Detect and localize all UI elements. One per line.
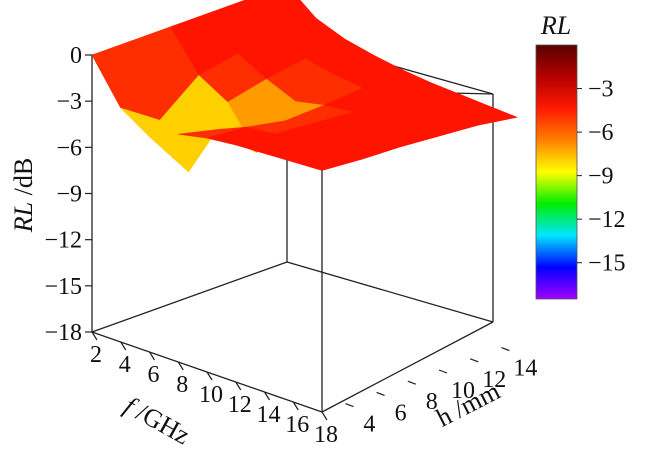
x-tick-mark: [235, 381, 242, 391]
surface-patch: [292, 150, 362, 171]
y-tick-mark: [407, 380, 417, 385]
x-tick-label: 18: [314, 422, 338, 448]
z-tick-label: −12: [44, 228, 82, 254]
x-tick-label: 14: [257, 402, 281, 428]
z-tick-label: −15: [44, 274, 82, 300]
y-tick-label: 10: [451, 378, 475, 404]
x-tick-mark: [263, 391, 271, 401]
z-axis-label: RL /dB: [9, 158, 38, 233]
x-tick-label: 4: [119, 352, 131, 378]
y-tick-label: 6: [395, 400, 407, 426]
y-tick-label: 12: [482, 367, 506, 393]
x-tick-mark: [321, 411, 328, 421]
z-axis-ticks: 0 −3 −6 −9 −12 −15 −18: [44, 43, 92, 346]
colorbar-gradient: [535, 44, 578, 300]
x-tick-mark: [148, 351, 156, 361]
y-tick-mark: [501, 347, 510, 352]
colorbar-tick-label: −6: [588, 120, 614, 146]
x-axis-ticks: 2 4 6 8 10 12 14 16 18: [90, 331, 338, 448]
rl-surface: [91, 0, 518, 173]
colorbar-tick-label: −15: [588, 251, 626, 277]
x-tick-mark: [177, 361, 184, 371]
colorbar-tick-label: −9: [588, 164, 614, 190]
y-tick-mark: [469, 358, 479, 363]
box-edge-right-bottom: [321, 321, 494, 413]
box-edge-back-bottom-right: [286, 261, 494, 323]
box-edge-back-bottom-left: [91, 261, 288, 333]
x-tick-label: 8: [176, 372, 188, 398]
z-tick-label: −3: [56, 89, 82, 115]
y-tick-mark: [438, 369, 448, 374]
y-tick-mark: [345, 403, 354, 408]
colorbar-title: RL: [540, 11, 571, 40]
z-tick-label: 0: [70, 43, 82, 69]
colorbar-ticks: −3 −6 −9 −12 −15: [577, 77, 626, 277]
z-tick-label: −9: [56, 182, 82, 208]
x-tick-label: 16: [285, 412, 309, 438]
y-tick-mark: [376, 391, 385, 396]
x-axis-label: f /GHz: [119, 391, 194, 450]
z-tick-label: −6: [56, 135, 82, 161]
y-tick-label: 14: [513, 356, 537, 382]
y-axis-ticks: 4 6 8 10 12 14: [345, 347, 537, 438]
colorbar-tick-label: −12: [588, 207, 626, 233]
colorbar: RL −3 −6 −9 −12 −15: [535, 11, 626, 300]
x-tick-mark: [91, 331, 98, 341]
x-tick-label: 6: [148, 362, 160, 388]
y-tick-label: 4: [363, 412, 375, 438]
x-tick-mark: [206, 371, 213, 381]
x-tick-label: 10: [199, 382, 223, 408]
x-tick-label: 12: [228, 392, 252, 418]
colorbar-tick-label: −3: [588, 77, 614, 103]
x-tick-label: 2: [90, 342, 102, 368]
x-tick-mark: [120, 341, 127, 351]
y-tick-label: 8: [426, 389, 438, 415]
x-tick-mark: [292, 401, 299, 411]
z-tick-label: −18: [44, 320, 82, 346]
